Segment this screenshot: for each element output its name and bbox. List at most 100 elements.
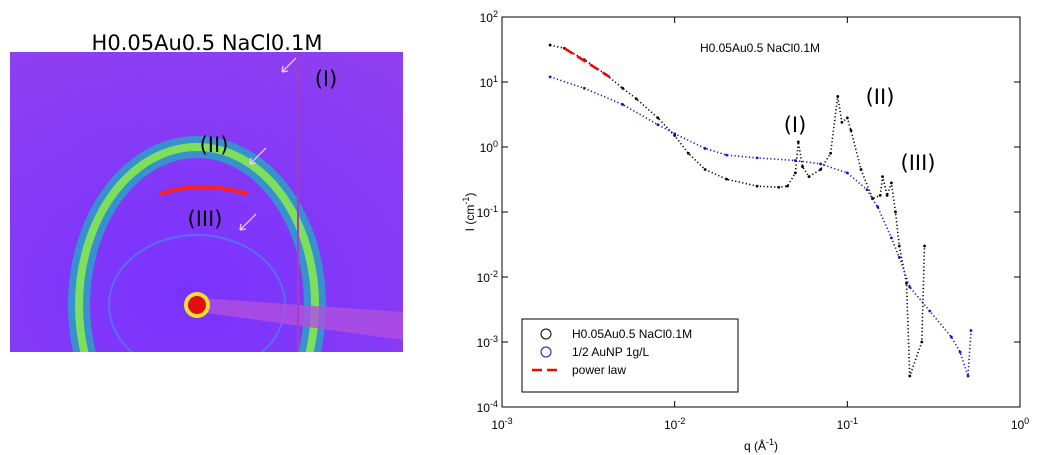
data-point: [949, 335, 953, 339]
ring-arc: [159, 185, 249, 196]
image-title: H0.05Au0.5 NaCl0.1M: [92, 31, 323, 55]
x-tick-label: 10-3: [491, 416, 512, 432]
y-tick-label-part: 10: [480, 141, 494, 155]
data-point: [890, 236, 893, 240]
x-axis-label-part: ): [774, 439, 778, 453]
y-tick-label-sup: -4: [490, 399, 498, 409]
y-tick-label-sup: -3: [490, 334, 498, 344]
data-point: [969, 329, 973, 332]
image-label: (III): [188, 207, 223, 231]
arrow: [239, 213, 257, 231]
data-point: [755, 156, 759, 160]
detector-image: H0.05Au0.5 NaCl0.1M (I) (II) (III): [10, 31, 403, 352]
annotation: (III): [901, 151, 936, 175]
beam-streak: [200, 298, 403, 340]
data-point: [836, 95, 840, 98]
y-tick-label-part: 10: [477, 271, 491, 285]
data-point: [849, 129, 853, 132]
data-point: [966, 374, 970, 378]
x-tick-label-part: 10: [837, 418, 851, 432]
y-tick-label-sup: 2: [493, 9, 498, 19]
data-point: [777, 185, 781, 189]
data-point: [881, 175, 884, 179]
data-point: [897, 256, 901, 259]
data-point: [725, 153, 729, 157]
data-point: [686, 151, 690, 155]
y-tick-label-sup: 0: [493, 139, 498, 149]
x-tick-label-part: 10: [1011, 418, 1025, 432]
data-point: [793, 171, 797, 175]
y-tick-label-sup: -2: [490, 269, 498, 279]
data-point: [656, 116, 660, 120]
ring-ii: [75, 143, 319, 352]
y-tick-label-sup: -1: [490, 204, 498, 214]
y-tick-label: 100: [480, 139, 498, 155]
x-tick-label: 10-1: [837, 416, 858, 432]
data-point: [703, 168, 707, 171]
x-tick-label-sup: -2: [677, 416, 685, 426]
x-axis-label: q (Å-1): [744, 437, 778, 453]
data-point: [920, 340, 924, 344]
data-point: [548, 43, 552, 47]
y-tick-label-part: 10: [477, 336, 491, 350]
data-point: [908, 285, 912, 289]
legend-swatch: [540, 328, 552, 340]
data-point: [656, 123, 660, 127]
data-point: [801, 165, 804, 168]
x-tick-label-part: 10: [664, 418, 678, 432]
x-tick-label-sup: 0: [1024, 416, 1029, 426]
data-point: [703, 147, 707, 150]
legend-label: power law: [572, 363, 626, 377]
data-point: [819, 168, 822, 171]
y-axis-label: I (cm-1): [461, 193, 477, 232]
data-point: [958, 350, 962, 354]
data-point: [923, 244, 926, 248]
y-tick-label: 101: [480, 74, 498, 90]
data-point: [859, 168, 863, 171]
x-tick-label-sup: -1: [850, 416, 858, 426]
x-tick-label-sup: -3: [505, 416, 513, 426]
y-tick-label-part: 10: [480, 76, 494, 90]
data-point: [829, 151, 833, 155]
legend-swatch: [540, 346, 552, 358]
legend-box: [521, 318, 739, 393]
x-tick-label: 100: [1011, 416, 1029, 432]
y-tick-label-part: 10: [477, 206, 491, 220]
x-axis-label-sup: -1: [766, 437, 774, 447]
chart-title: H0.05Au0.5 NaCl0.1M: [700, 41, 820, 55]
y-axis-label-part: I (cm: [463, 205, 477, 232]
arrow: [249, 147, 267, 165]
data-point: [582, 86, 586, 90]
data-point: [885, 194, 889, 197]
data-point: [878, 194, 882, 197]
arrow: [281, 57, 297, 73]
data-point: [876, 205, 880, 209]
chart: 10-3 10-2 10-1 10010-410-310-210-1100101102…: [461, 9, 1029, 453]
data-point: [673, 132, 677, 136]
y-tick-label: 10-4: [477, 399, 498, 415]
data-point: [634, 97, 638, 101]
y-tick-label-sup: 1: [493, 74, 498, 84]
data-point: [786, 184, 789, 188]
y-tick-label: 102: [480, 9, 498, 25]
y-tick-label: 10-3: [477, 334, 498, 350]
y-tick-label: 10-2: [477, 269, 498, 285]
image-label: (I): [315, 67, 338, 91]
y-tick-label: 10-1: [477, 204, 498, 220]
image-label: (II): [200, 133, 229, 157]
y-axis-label-part: ): [463, 193, 477, 197]
series-trace: [549, 44, 926, 377]
x-axis-label-part: q (Å: [744, 438, 766, 453]
data-point: [865, 188, 869, 192]
data-point: [819, 162, 822, 166]
annotation: (II): [866, 85, 895, 109]
x-tick-label: 10-2: [664, 416, 685, 432]
data-point: [793, 159, 797, 162]
data-point: [928, 309, 932, 313]
data-point: [621, 86, 625, 90]
arrows: [239, 57, 297, 231]
data-point: [894, 210, 897, 214]
y-axis-label-sup: -1: [461, 197, 471, 205]
